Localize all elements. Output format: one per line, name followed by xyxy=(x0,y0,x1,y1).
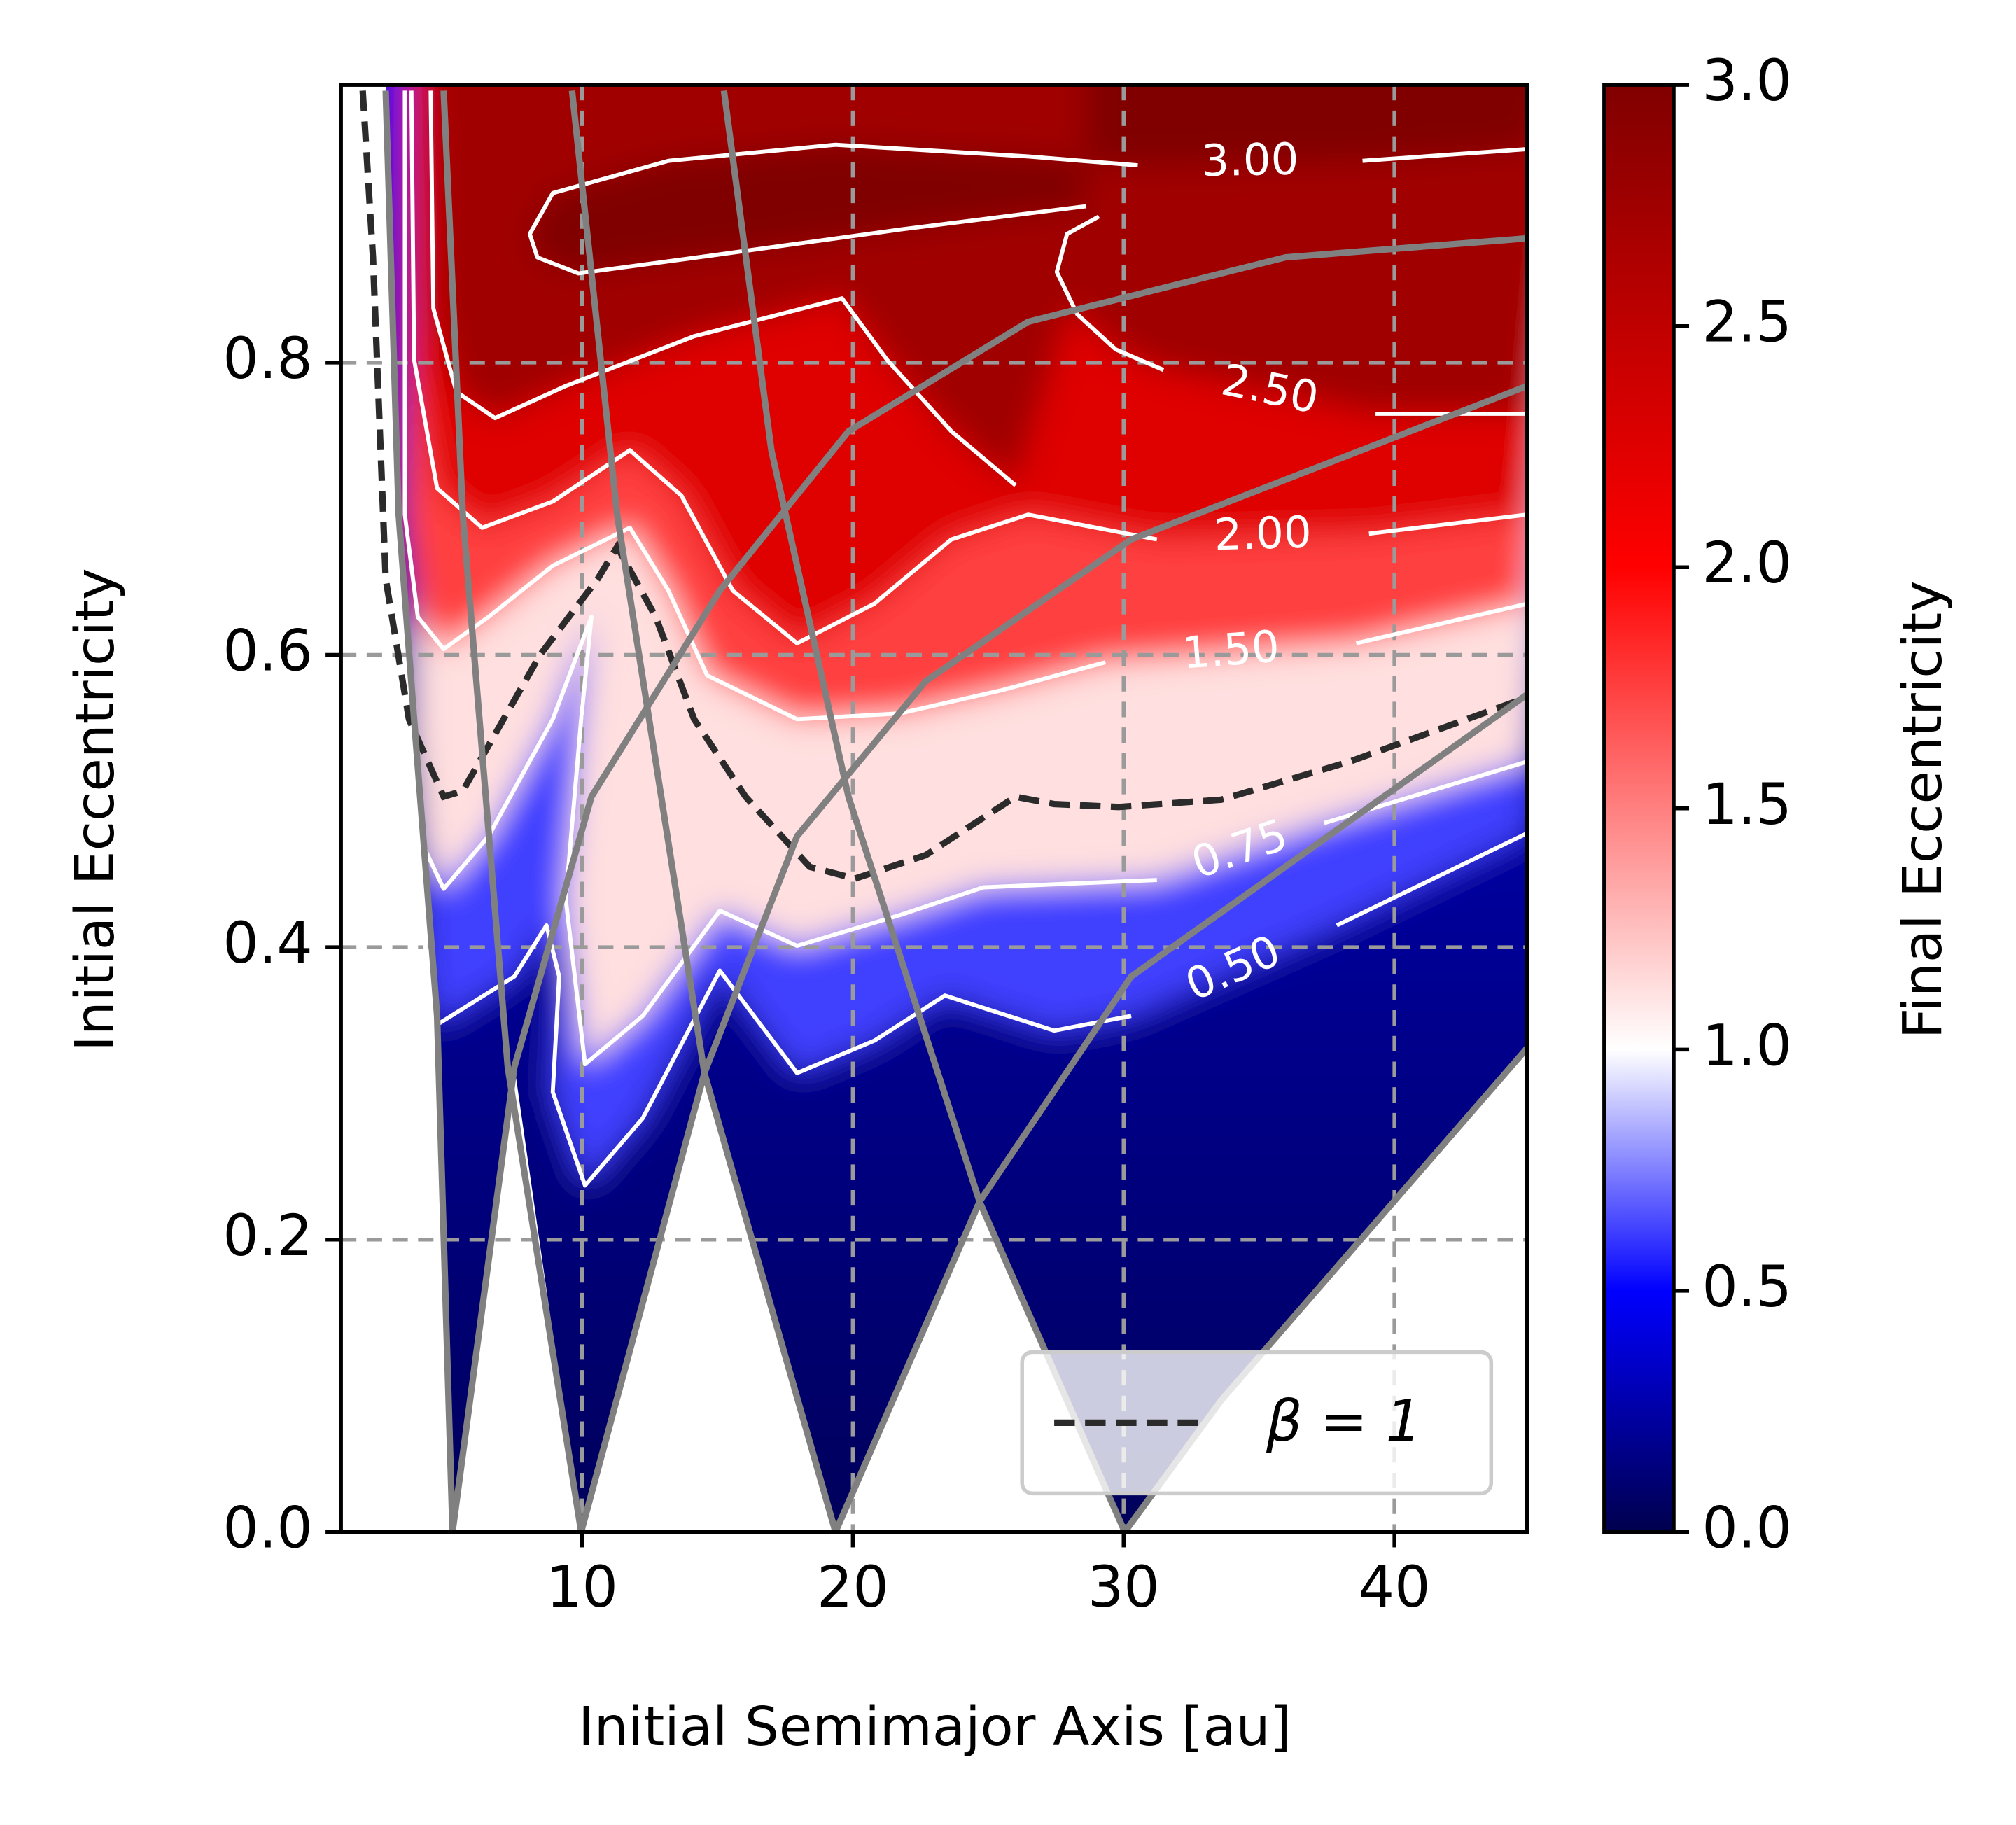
colorbar-fill xyxy=(1602,83,1676,1534)
legend-label: β = 1 xyxy=(1266,1389,1422,1455)
y-tick-label: 0.0 xyxy=(223,1495,312,1561)
contour-line xyxy=(527,142,1527,276)
excluded-region xyxy=(452,1066,582,1532)
legend: β = 1 xyxy=(1020,1350,1494,1496)
colorbar-label: Final Eccentricity xyxy=(1891,580,1954,1039)
colorbar-tick-label: 2.0 xyxy=(1702,531,1791,596)
contour-label: 1.50 xyxy=(1180,620,1281,678)
x-tick-label: 30 xyxy=(1088,1555,1160,1621)
contour-line xyxy=(409,90,1527,645)
contour-label: 3.00 xyxy=(1201,134,1299,187)
crossing-curve xyxy=(440,90,584,1532)
boundary-line xyxy=(359,90,1527,882)
colorbar: 0.0 0.5 1.0 1.5 2.0 2.5 3.0 xyxy=(1602,48,1792,1561)
y-tick-label: 0.8 xyxy=(223,326,312,392)
colorbar-tick-label: 0.0 xyxy=(1702,1495,1791,1561)
x-axis-label: Initial Semimajor Axis [au] xyxy=(578,1695,1292,1758)
crossing-curve xyxy=(382,90,456,1532)
plot-frame xyxy=(339,83,1530,1534)
excluded-region xyxy=(581,1072,836,1532)
crossing-curve xyxy=(720,90,1128,1532)
axes: Initial Semimajor Axis [au] Initial Ecce… xyxy=(64,83,1954,1758)
colorbar-tick-label: 1.5 xyxy=(1702,772,1791,838)
field xyxy=(341,85,1527,1532)
x-tick-label: 10 xyxy=(546,1555,618,1621)
crossing-curve xyxy=(449,235,1527,1532)
x-tick-label: 40 xyxy=(1359,1555,1431,1621)
colorbar-tick-label: 1.0 xyxy=(1702,1013,1791,1079)
field-band xyxy=(529,85,1527,274)
y-axis-label: Initial Eccentricity xyxy=(64,568,127,1051)
y-tick-label: 0.6 xyxy=(223,619,312,685)
legend-box xyxy=(1020,1350,1494,1496)
crossing-curve xyxy=(832,692,1527,1532)
colorbar-tick-label: 0.5 xyxy=(1702,1254,1791,1320)
x-tick-label: 20 xyxy=(817,1555,889,1621)
crossing-curve xyxy=(568,90,839,1532)
y-tick-label: 0.2 xyxy=(223,1203,312,1269)
crossing-curve xyxy=(578,383,1527,1532)
colorbar-tick-label: 3.0 xyxy=(1702,48,1791,114)
colorbar-tick-label: 2.5 xyxy=(1702,290,1791,356)
contour-line xyxy=(416,771,1527,1188)
excluded-region xyxy=(341,85,453,1532)
contour-label: 2.00 xyxy=(1214,506,1312,560)
field-bands xyxy=(341,85,1527,1532)
y-tick-label: 0.4 xyxy=(223,911,312,977)
